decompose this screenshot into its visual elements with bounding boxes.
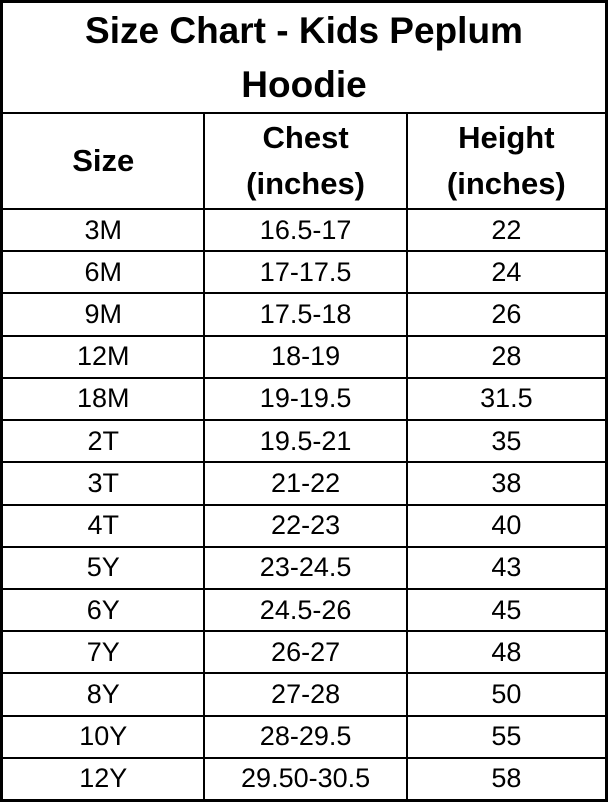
height-cell: 26 (405, 294, 605, 335)
height-cell: 45 (405, 589, 605, 631)
height-cell: 24 (405, 252, 605, 293)
table-row: 6Y 24.5-26 45 (3, 589, 605, 633)
chest-cell: 27-28 (203, 674, 405, 715)
table-row: 10Y 28-29.5 55 (3, 716, 605, 759)
size-cell: 9M (84, 299, 122, 330)
column-header-height: Height (inches) (405, 114, 605, 208)
height-cell: 58 (405, 758, 605, 800)
size-cell: 18M (76, 383, 130, 414)
height-cell: 38 (405, 463, 605, 504)
height-cell: 35 (405, 421, 605, 462)
height-cell: 48 (405, 632, 605, 673)
chest-cell: 22-23 (203, 505, 405, 546)
size-cell: 5Y (86, 552, 120, 583)
table-header-row: Size Chest (inches) Height (inches) (3, 114, 605, 210)
size-cell: 8Y (86, 679, 120, 710)
chest-cell: 17.5-18 (203, 294, 405, 335)
chest-cell: 18-19 (203, 336, 405, 377)
size-cell: 7Y (86, 636, 120, 667)
table-row: 7Y 26-27 48 (3, 632, 605, 675)
size-cell: 2T (87, 425, 119, 456)
height-cell: 40 (405, 505, 605, 546)
table-row: 2T 19.5-21 35 (3, 421, 605, 464)
table-row: 3M 16.5-17 22 (3, 210, 605, 253)
chest-cell: 29.50-30.5 (203, 758, 405, 800)
size-cell: 3T (87, 467, 119, 498)
size-cell: 10Y (79, 721, 128, 752)
table-row: 8Y 27-28 50 (3, 674, 605, 717)
table-row: 3T 21-22 38 (3, 463, 605, 506)
height-cell: 50 (405, 674, 605, 715)
chest-cell: 24.5-26 (203, 589, 405, 631)
chest-cell: 21-22 (203, 463, 405, 504)
table-row: 4T 22-23 40 (3, 505, 605, 548)
size-cell: 4T (87, 510, 119, 541)
size-cell: 6Y (86, 594, 120, 625)
size-cell: 12M (76, 341, 130, 372)
column-header-size: Size (72, 142, 135, 178)
chest-cell: 19.5-21 (203, 421, 405, 462)
table-row: 9M 17.5-18 26 (3, 294, 605, 337)
height-cell: 55 (405, 716, 605, 757)
chest-cell: 19-19.5 (203, 378, 405, 420)
chest-cell: 28-29.5 (203, 716, 405, 757)
chest-cell: 16.5-17 (203, 210, 405, 251)
table-row: 18M 19-19.5 31.5 (3, 378, 605, 422)
table-row: 12Y 29.50-30.5 58 (3, 758, 605, 800)
table-row: 6M 17-17.5 24 (3, 252, 605, 295)
size-cell: 3M (84, 214, 122, 245)
size-cell: 6M (84, 256, 122, 287)
table-row: 5Y 23-24.5 43 (3, 547, 605, 590)
table-row: 12M 18-19 28 (3, 336, 605, 379)
chest-cell: 23-24.5 (203, 547, 405, 588)
table-body: 3M 16.5-17 22 6M 17-17.5 24 9M 17.5-18 26 12M 18-1… (3, 210, 605, 800)
height-cell: 31.5 (405, 378, 605, 420)
chest-cell: 17-17.5 (203, 252, 405, 293)
height-cell: 22 (405, 210, 605, 251)
height-cell: 43 (405, 547, 605, 588)
column-header-chest: Chest (inches) (203, 114, 405, 208)
chest-cell: 26-27 (203, 632, 405, 673)
size-cell: 12Y (79, 763, 128, 794)
height-cell: 28 (405, 336, 605, 377)
page-title: Size Chart - Kids Peplum Hoodie (3, 3, 605, 114)
